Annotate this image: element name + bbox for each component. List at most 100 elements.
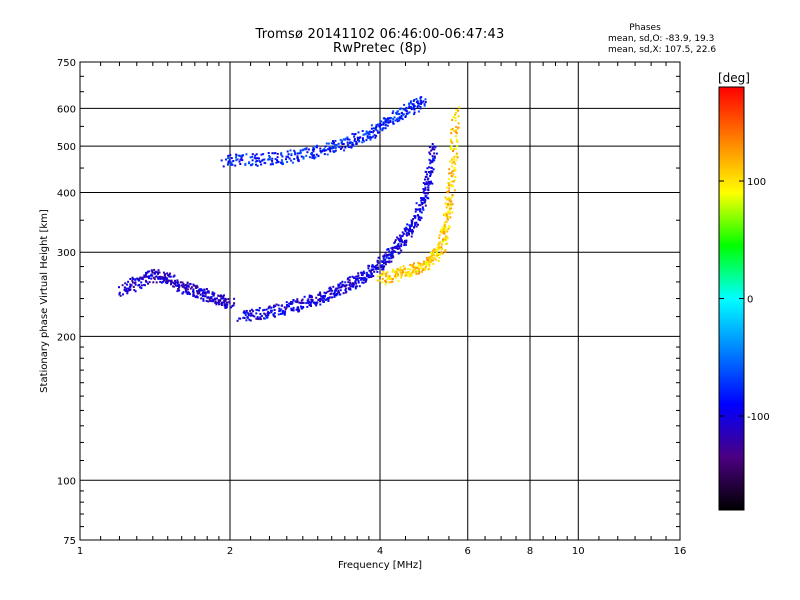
data-point <box>271 159 274 162</box>
data-point <box>238 160 241 163</box>
data-point <box>424 178 426 181</box>
data-point <box>373 270 376 273</box>
data-point <box>447 190 450 193</box>
data-point <box>435 152 438 155</box>
data-point <box>445 229 448 232</box>
data-point <box>323 153 326 156</box>
data-point <box>399 116 402 119</box>
data-point <box>205 288 208 290</box>
data-point <box>409 273 411 276</box>
data-point <box>222 295 225 298</box>
data-point <box>431 256 434 259</box>
data-point <box>432 251 435 254</box>
data-point <box>279 312 282 315</box>
data-point <box>256 316 259 319</box>
data-point <box>448 172 451 175</box>
data-point <box>414 216 417 219</box>
data-point <box>348 138 351 141</box>
data-point <box>400 115 403 117</box>
data-point <box>413 215 416 218</box>
data-point <box>224 306 227 309</box>
data-point <box>446 186 448 189</box>
data-point <box>330 147 333 150</box>
data-point <box>377 123 380 126</box>
data-point <box>415 208 418 211</box>
data-point <box>380 123 382 126</box>
data-point <box>444 235 447 238</box>
data-point <box>419 204 422 207</box>
data-point <box>176 290 179 293</box>
data-point <box>277 304 280 307</box>
data-point <box>162 276 165 279</box>
data-point <box>235 159 238 162</box>
data-point <box>372 130 375 132</box>
data-point <box>424 183 426 186</box>
data-point <box>244 314 247 317</box>
data-point <box>423 189 426 192</box>
data-point <box>451 170 454 173</box>
data-point <box>379 126 381 129</box>
data-point <box>344 137 347 140</box>
data-point <box>291 301 294 304</box>
data-point <box>413 108 416 110</box>
data-point <box>245 153 248 156</box>
data-point <box>440 247 443 250</box>
data-point <box>441 230 443 233</box>
data-point <box>186 282 189 285</box>
data-point <box>237 154 240 157</box>
data-point <box>419 219 422 222</box>
data-point <box>200 297 203 300</box>
data-point <box>457 126 460 129</box>
data-point <box>396 236 399 239</box>
data-point <box>414 267 417 270</box>
data-point <box>293 158 296 160</box>
data-point <box>455 159 458 162</box>
data-point <box>410 225 413 228</box>
chart-subtitle: RwPretec (8p) <box>333 41 427 56</box>
data-point <box>215 301 218 304</box>
data-point <box>430 261 433 263</box>
data-point <box>272 314 275 317</box>
data-point <box>421 270 423 273</box>
data-point <box>417 223 419 226</box>
data-point <box>274 305 277 308</box>
data-point <box>400 272 403 275</box>
data-point <box>186 288 189 291</box>
data-point <box>405 243 407 246</box>
data-point <box>457 115 460 118</box>
data-point <box>421 268 424 271</box>
data-point <box>273 312 276 315</box>
data-point <box>351 145 354 148</box>
data-point <box>123 286 126 289</box>
data-point <box>418 216 421 219</box>
data-point <box>341 143 344 145</box>
data-point <box>349 288 352 291</box>
data-point <box>196 295 199 298</box>
data-point <box>300 306 303 309</box>
data-point <box>413 99 416 101</box>
data-point <box>288 157 291 160</box>
data-point <box>381 281 384 284</box>
data-point <box>381 277 384 280</box>
data-point <box>143 274 146 277</box>
data-point <box>143 284 146 286</box>
data-point <box>433 257 436 260</box>
data-point <box>451 203 454 206</box>
data-point <box>392 122 395 125</box>
data-point <box>380 120 383 123</box>
data-point <box>387 274 390 277</box>
data-point <box>410 108 413 111</box>
data-point <box>451 194 454 196</box>
data-point <box>356 277 359 280</box>
data-point <box>287 156 290 159</box>
data-point <box>427 177 430 180</box>
data-point <box>328 148 331 151</box>
data-point <box>372 265 375 268</box>
data-point <box>288 305 290 308</box>
data-point <box>357 281 360 284</box>
data-point <box>337 289 340 292</box>
data-point <box>360 271 363 274</box>
data-point <box>392 120 394 123</box>
data-point <box>239 317 242 320</box>
data-point <box>332 140 334 143</box>
